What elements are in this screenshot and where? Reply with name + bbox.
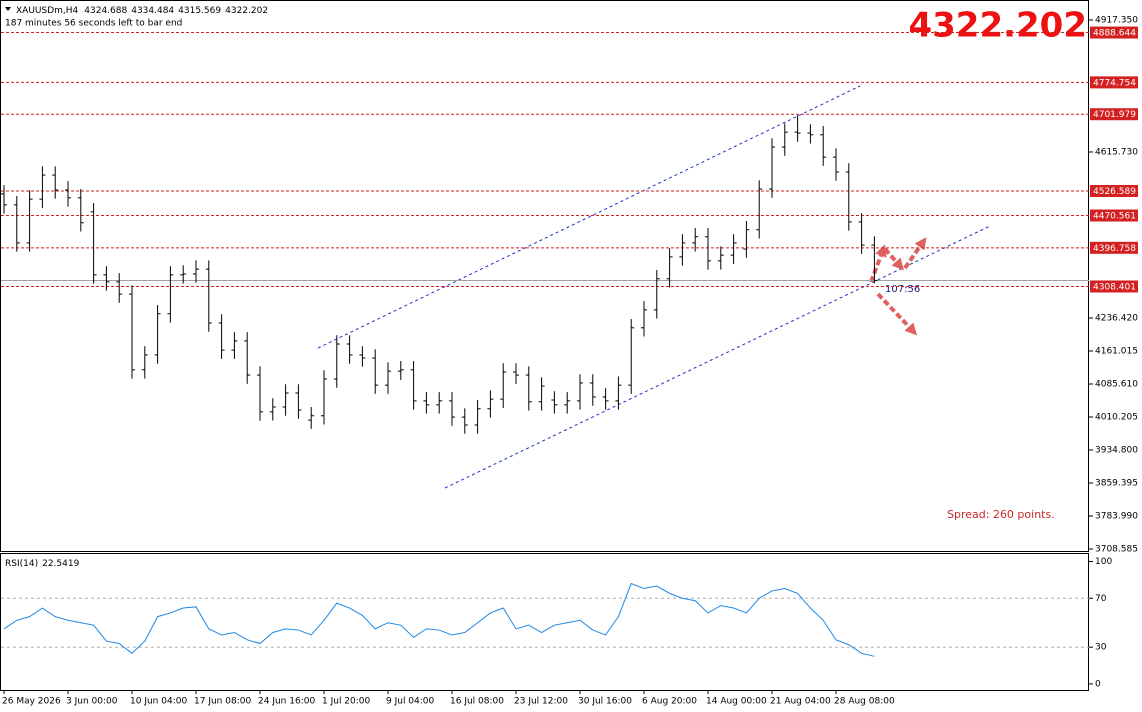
x-tick-label: 14 Aug 00:00 [706, 697, 767, 707]
level-tag [1090, 76, 1138, 89]
x-tick-label: 16 Jul 08:00 [450, 697, 504, 707]
x-tick-label: 3 Jun 00:00 [66, 697, 118, 707]
rsi-value: 22.5419 [42, 559, 79, 569]
header-low: 4315.569 [178, 6, 221, 16]
y-tick-label: 4615.730 [1095, 147, 1138, 157]
header: XAUUSDm,H4 4324.688 4334.484 4315.569 4322.2… [16, 6, 268, 16]
y-tick-label: 0 [1095, 679, 1101, 689]
x-tick-label: 30 Jul 16:00 [578, 697, 632, 707]
timer: 187 minutes 56 seconds left to bar end [5, 19, 182, 29]
y-tick-label: 70 [1095, 594, 1107, 604]
symbol: XAUUSDm,H4 [16, 6, 79, 16]
y-tick-label: 4010.205 [1095, 412, 1138, 422]
x-tick-label: 6 Aug 20:00 [642, 697, 697, 707]
x-tick-label: 9 Jul 04:00 [386, 697, 435, 707]
bar-timer: 107:56 [885, 284, 920, 295]
x-tick-label: 10 Jun 04:00 [130, 697, 187, 707]
level-tag [1090, 241, 1138, 254]
main-frame [0, 0, 1089, 552]
x-tick-label: 21 Aug 04:00 [770, 697, 831, 707]
level-label: 4308.401 [1093, 282, 1136, 292]
level-tag [1090, 209, 1138, 222]
channel-upper [317, 85, 861, 349]
y-tick-label: 100 [1095, 557, 1112, 567]
x-tick-label: 17 Jun 08:00 [194, 697, 251, 707]
y-tick-label: 3859.395 [1095, 478, 1138, 488]
level-tag [1090, 26, 1138, 39]
rsi-title: RSI(14) [5, 559, 38, 569]
x-tick-label: 26 May 2026 [2, 697, 61, 707]
x-tick-label: 28 Aug 08:00 [834, 697, 895, 707]
level-tag [1090, 280, 1138, 293]
x-tick-label: 1 Jul 20:00 [322, 697, 371, 707]
spread: Spread: 260 points. [947, 508, 1055, 521]
x-tick-label: 23 Jul 12:00 [514, 697, 568, 707]
y-tick-label: 4161.015 [1095, 346, 1138, 356]
level-label: 4396.758 [1093, 244, 1136, 254]
header-open: 4324.688 [84, 6, 127, 16]
level-label: 4774.754 [1093, 78, 1136, 88]
y-tick-label: 4085.610 [1095, 379, 1138, 389]
level-label: 4701.979 [1093, 110, 1136, 120]
y-tick-label: 30 [1095, 643, 1107, 653]
level-tag [1090, 184, 1138, 197]
level-label: 4470.561 [1093, 212, 1136, 222]
y-tick-label: 3708.585 [1095, 544, 1138, 554]
y-tick-label: 3783.990 [1095, 511, 1138, 521]
bid-big: 4322.202 [908, 6, 1087, 46]
level-tag [1090, 108, 1138, 121]
header-high: 4334.484 [131, 6, 174, 16]
menu-triangle[interactable] [5, 7, 11, 11]
rsi-line [3, 582, 875, 657]
scenario-arrows [869, 237, 927, 336]
y-tick-label: 4917.350 [1095, 15, 1138, 25]
header-close: 4322.202 [225, 6, 268, 16]
rsi-frame [0, 553, 1089, 691]
channel-lower [444, 225, 991, 489]
level-label: 4526.589 [1093, 187, 1136, 197]
rsi-label: RSI(14) 22.5419 [5, 559, 80, 569]
x-tick-label: 24 Jun 16:00 [258, 697, 315, 707]
level-label: 4888.644 [1093, 29, 1136, 39]
y-tick-label: 3934.800 [1095, 445, 1138, 455]
y-tick-label: 4236.420 [1095, 313, 1138, 323]
